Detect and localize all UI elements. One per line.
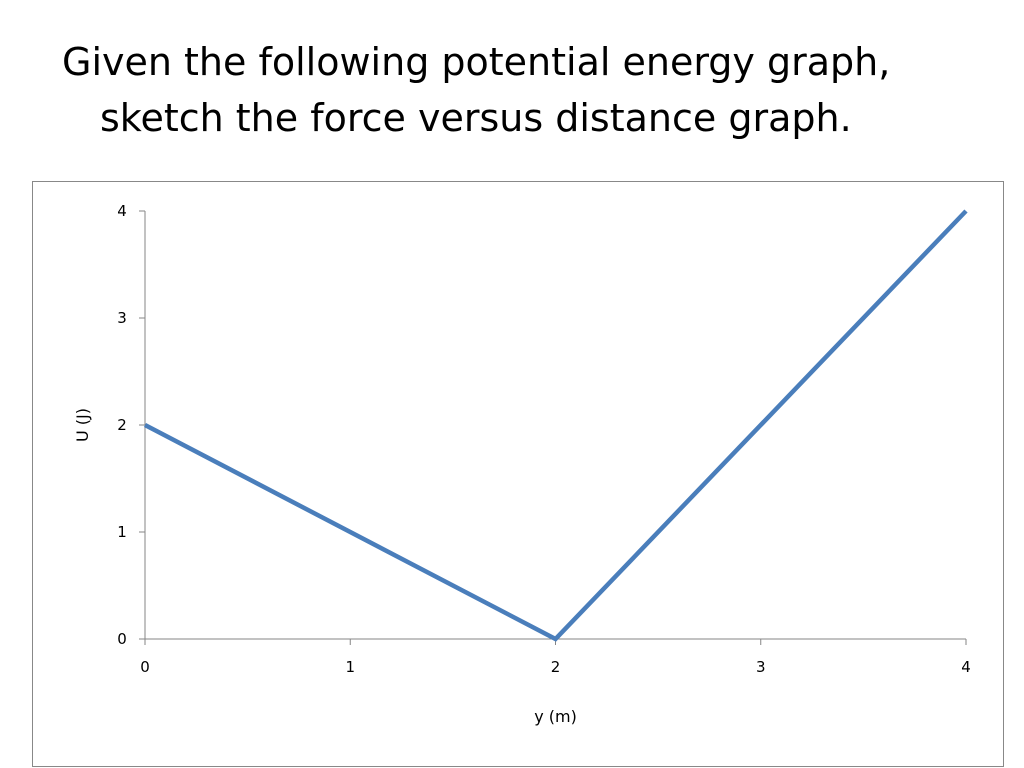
y-tick-label: 2	[117, 416, 127, 434]
x-tick-label: 4	[961, 658, 971, 676]
chart-frame: y (m) U (J) 0 1 2 3 4 0 1 2 3 4	[32, 181, 1004, 767]
y-tick-label: 4	[117, 202, 127, 220]
x-tick-label: 2	[551, 658, 561, 676]
x-tick-label: 1	[345, 658, 355, 676]
y-axis-title: U (J)	[73, 408, 92, 442]
y-tick-label: 0	[117, 630, 127, 648]
title-line-1: Given the following potential energy gra…	[62, 40, 891, 84]
title-line-2: sketch the force versus distance graph.	[100, 96, 852, 140]
y-tick-label: 3	[117, 309, 127, 327]
x-tick-label: 0	[140, 658, 150, 676]
slide-title: Given the following potential energy gra…	[0, 34, 1024, 146]
series-line	[143, 209, 968, 642]
x-tick-label: 3	[756, 658, 766, 676]
potential-energy-chart: y (m) U (J) 0 1 2 3 4 0 1 2 3 4	[73, 202, 971, 726]
x-axis-title: y (m)	[534, 707, 577, 726]
y-tick-label: 1	[117, 523, 127, 541]
